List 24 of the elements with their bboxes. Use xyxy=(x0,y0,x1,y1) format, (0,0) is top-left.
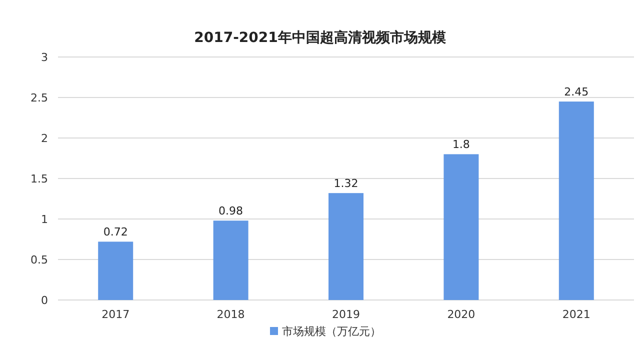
data-label: 0.72 xyxy=(103,226,128,239)
bar xyxy=(213,220,248,300)
bar xyxy=(328,193,364,300)
chart-title: 2017-2021年中国超高清视频市场规模 xyxy=(194,29,447,46)
data-label: 1.32 xyxy=(334,177,358,190)
data-label: 0.98 xyxy=(218,204,244,218)
x-tick-label: 2020 xyxy=(447,308,476,321)
y-tick-label: 2.5 xyxy=(30,92,48,104)
bar xyxy=(98,242,134,300)
y-tick-label: 3 xyxy=(41,51,48,64)
bar xyxy=(558,102,594,300)
legend-label: 市场规模（万亿元） xyxy=(282,325,381,338)
y-tick-label: 2 xyxy=(41,132,48,145)
data-label: 2.45 xyxy=(564,86,589,99)
x-tick-label: 2018 xyxy=(216,308,245,321)
y-tick-label: 1 xyxy=(41,213,48,226)
y-tick-label: 0 xyxy=(41,294,48,307)
x-tick-label: 2021 xyxy=(562,308,590,321)
y-tick-label: 1.5 xyxy=(30,172,48,186)
y-tick-label: 0.5 xyxy=(30,254,48,266)
x-tick-label: 2019 xyxy=(332,308,360,321)
x-tick-label: 2017 xyxy=(102,308,130,321)
bar xyxy=(444,154,479,300)
data-label: 1.8 xyxy=(452,138,470,152)
